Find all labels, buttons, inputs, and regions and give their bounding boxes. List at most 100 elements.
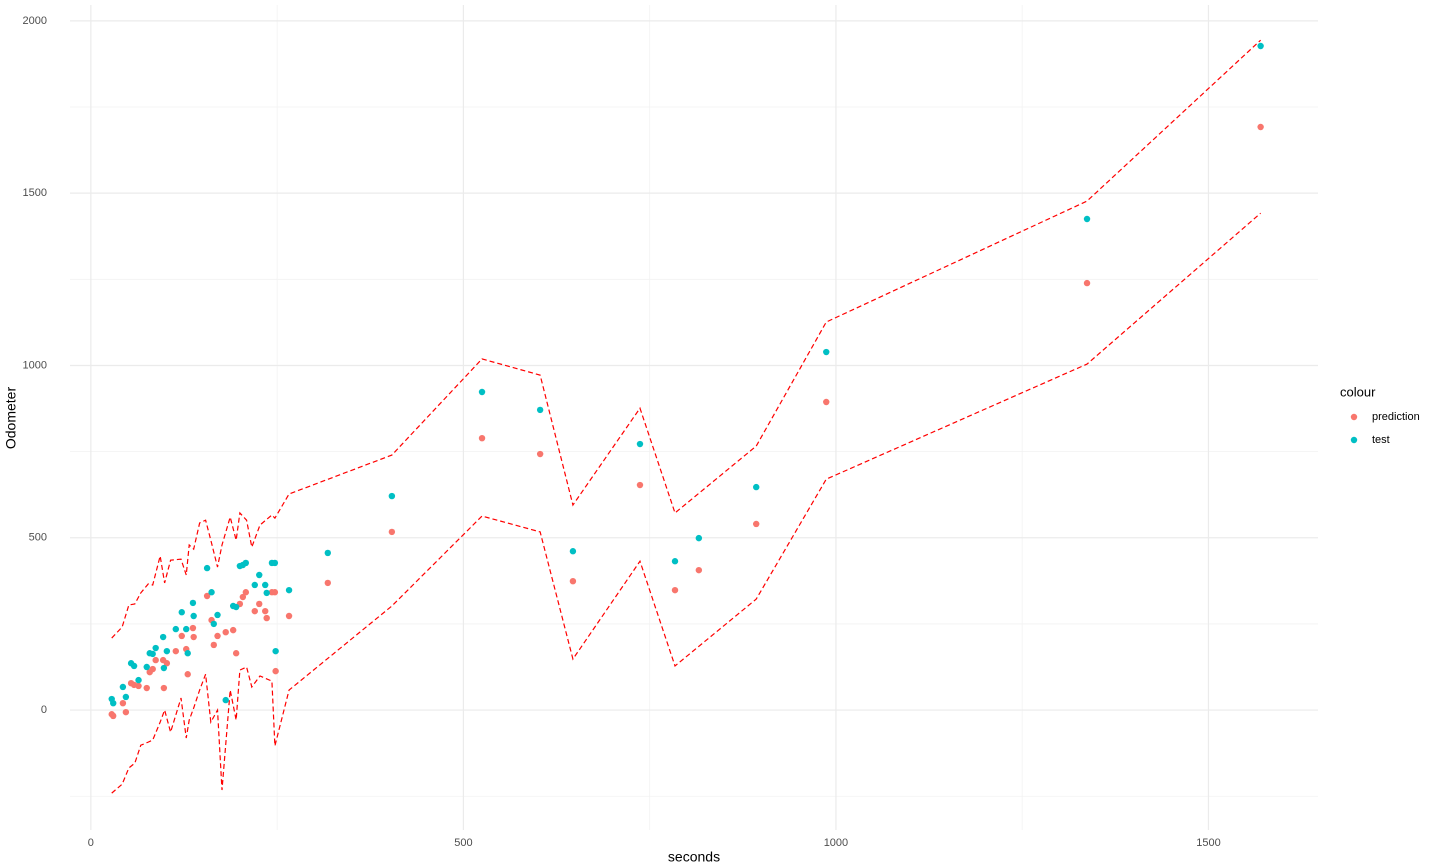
- point: [110, 699, 117, 707]
- x-tick-label: 1000: [824, 837, 848, 849]
- point: [536, 406, 544, 414]
- point: [569, 577, 577, 585]
- point: [172, 647, 180, 655]
- point: [272, 647, 279, 655]
- point: [152, 644, 159, 652]
- point: [232, 603, 240, 611]
- point: [251, 581, 258, 589]
- point: [262, 607, 269, 615]
- point: [324, 579, 331, 587]
- x-tick-label: 0: [88, 837, 94, 849]
- point: [1083, 215, 1091, 223]
- legend-label: test: [1372, 434, 1390, 446]
- point: [163, 660, 171, 667]
- point: [135, 676, 142, 684]
- point: [190, 633, 197, 641]
- point: [753, 520, 760, 528]
- point: [122, 693, 130, 701]
- point: [536, 450, 544, 458]
- point: [285, 612, 293, 620]
- y-axis-title: Odometer: [3, 387, 19, 450]
- point: [753, 483, 760, 491]
- point: [152, 656, 159, 664]
- point: [478, 388, 486, 396]
- point: [143, 684, 150, 692]
- point: [189, 624, 197, 632]
- point: [189, 599, 197, 607]
- point: [695, 534, 703, 542]
- point: [163, 647, 171, 655]
- legend-swatch: [1350, 413, 1358, 421]
- interval-upper: [111, 39, 1262, 639]
- point: [149, 650, 156, 658]
- point: [222, 628, 229, 636]
- y-tick-label: 2000: [23, 15, 47, 27]
- point: [172, 625, 180, 633]
- point: [184, 671, 191, 678]
- point: [143, 663, 150, 671]
- point: [242, 589, 250, 596]
- point: [271, 559, 279, 567]
- point: [130, 662, 138, 670]
- point: [159, 633, 167, 641]
- point: [251, 607, 258, 615]
- plot-area: [108, 39, 1264, 794]
- grid: [70, 5, 1318, 830]
- point: [183, 625, 190, 633]
- point: [135, 682, 142, 690]
- point: [823, 398, 830, 406]
- point: [324, 549, 331, 557]
- point: [478, 434, 486, 442]
- x-tick-label: 500: [454, 837, 472, 849]
- point: [636, 481, 644, 489]
- point: [119, 699, 127, 707]
- point: [203, 592, 211, 600]
- point: [671, 558, 679, 565]
- point: [178, 609, 185, 616]
- point: [160, 684, 168, 692]
- point: [1257, 42, 1264, 50]
- point: [823, 348, 830, 356]
- point: [256, 600, 263, 608]
- legend-title: colour: [1340, 384, 1376, 399]
- legend-swatch: [1350, 436, 1358, 444]
- point: [208, 589, 215, 596]
- point: [210, 620, 217, 628]
- point: [214, 632, 221, 640]
- point: [1257, 123, 1264, 131]
- point: [149, 665, 156, 673]
- point: [184, 650, 191, 657]
- point: [214, 611, 221, 619]
- point: [271, 589, 279, 596]
- point: [178, 632, 185, 640]
- point: [671, 586, 679, 594]
- x-axis-title: seconds: [668, 849, 720, 865]
- point: [263, 589, 270, 597]
- y-tick-label: 500: [29, 532, 47, 544]
- point: [285, 586, 293, 594]
- x-tick-label: 1500: [1196, 837, 1220, 849]
- point: [160, 664, 168, 672]
- point: [239, 593, 247, 601]
- point: [636, 440, 644, 448]
- point: [1083, 279, 1091, 287]
- y-tick-label: 1000: [23, 359, 47, 371]
- point: [232, 650, 240, 657]
- point: [388, 528, 396, 536]
- point: [210, 641, 217, 649]
- point: [222, 696, 229, 704]
- point: [242, 559, 250, 567]
- point: [203, 564, 211, 572]
- interval-lower: [111, 212, 1262, 794]
- point: [256, 571, 263, 579]
- point: [122, 708, 130, 716]
- point: [569, 548, 577, 555]
- y-tick-label: 0: [41, 704, 47, 716]
- point: [272, 667, 279, 675]
- point: [695, 566, 703, 574]
- point: [388, 492, 396, 500]
- point: [229, 626, 237, 634]
- point: [110, 712, 117, 720]
- point: [262, 581, 269, 589]
